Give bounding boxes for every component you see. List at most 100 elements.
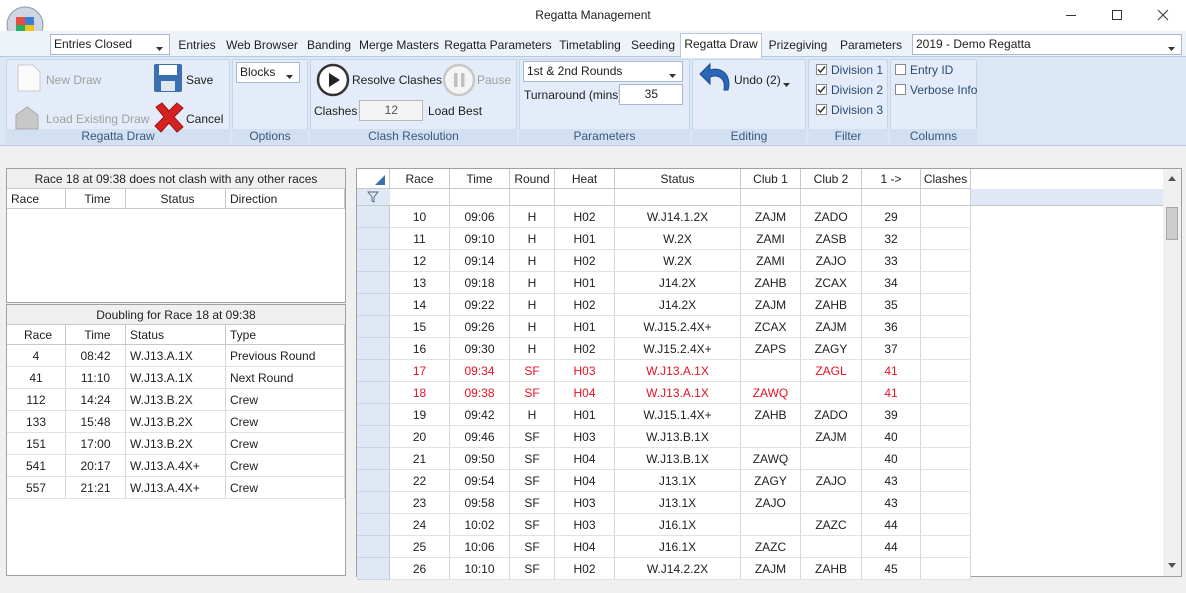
column-header[interactable]: Time xyxy=(66,189,126,209)
table-cell: ZAGL xyxy=(801,360,862,382)
checkbox-label[interactable]: Division 2 xyxy=(831,83,884,97)
table-cell: H xyxy=(510,206,555,228)
table-cell: H02 xyxy=(555,206,615,228)
row-header[interactable] xyxy=(357,228,390,250)
checkbox-label[interactable]: Verbose Info xyxy=(910,83,978,97)
button-disabled[interactable]: New Draw xyxy=(46,73,102,87)
table-cell xyxy=(921,404,971,426)
filter-cell[interactable] xyxy=(801,189,862,206)
button-disabled[interactable]: Load Existing Draw xyxy=(46,112,150,126)
table-cell xyxy=(801,492,862,514)
row-header[interactable] xyxy=(357,250,390,272)
tab[interactable]: Regatta Parameters xyxy=(444,38,552,52)
filter-cell[interactable] xyxy=(555,189,615,206)
button[interactable]: Undo (2) xyxy=(734,73,781,87)
table-cell: 21 xyxy=(390,448,450,470)
filter-cell[interactable] xyxy=(862,189,921,206)
row-header[interactable] xyxy=(357,448,390,470)
tab[interactable]: Entries xyxy=(178,38,216,52)
column-header[interactable]: Status xyxy=(615,169,741,189)
table-cell xyxy=(921,228,971,250)
table-cell: H04 xyxy=(555,382,615,404)
regatta-combo[interactable]: 2019 - Demo Regatta xyxy=(912,34,1182,55)
table-cell: 10:06 xyxy=(450,536,510,558)
filter-cell[interactable] xyxy=(921,189,971,206)
table-cell xyxy=(921,426,971,448)
tab[interactable]: Banding xyxy=(306,38,352,52)
checkbox-label[interactable]: Division 1 xyxy=(831,63,884,77)
label: Clashes xyxy=(314,104,358,118)
window-controls[interactable] xyxy=(1040,0,1186,31)
column-header[interactable]: Race xyxy=(7,325,66,345)
checkbox-label[interactable]: Division 3 xyxy=(831,103,884,117)
column-header[interactable]: 1 -> xyxy=(862,169,921,189)
mode-combo[interactable]: Blocks xyxy=(236,62,300,83)
column-header[interactable]: Type xyxy=(226,325,345,345)
row-header[interactable] xyxy=(357,338,390,360)
tab[interactable]: Prizegiving xyxy=(768,38,828,52)
table-cell: ZAJM xyxy=(741,206,801,228)
column-header[interactable]: Time xyxy=(450,169,510,189)
table-cell: 33 xyxy=(862,250,921,272)
button[interactable]: Cancel xyxy=(186,112,224,126)
row-header[interactable] xyxy=(357,404,390,426)
tab[interactable]: Timetabling xyxy=(559,38,621,52)
row-header[interactable] xyxy=(357,536,390,558)
scrollbar[interactable] xyxy=(1163,169,1181,576)
row-header[interactable] xyxy=(357,558,390,580)
tab[interactable]: Merge Masters xyxy=(358,38,440,52)
column-header[interactable]: Race xyxy=(7,189,66,209)
status-combo[interactable]: Entries Closed xyxy=(50,34,170,55)
table-cell: J16.1X xyxy=(615,536,741,558)
filter-cell[interactable] xyxy=(510,189,555,206)
number-box[interactable]: 35 xyxy=(619,84,683,105)
table-cell: SF xyxy=(510,492,555,514)
table-cell: H04 xyxy=(555,448,615,470)
pause-icon xyxy=(442,63,476,97)
row-header[interactable] xyxy=(357,426,390,448)
table-cell: W.J13.B.2X xyxy=(126,389,226,411)
column-header[interactable]: Heat xyxy=(555,169,615,189)
row-header[interactable] xyxy=(357,360,390,382)
table-cell xyxy=(921,272,971,294)
button[interactable]: Resolve Clashes xyxy=(352,73,443,87)
column-header[interactable]: Status xyxy=(126,189,226,209)
table-cell: Crew xyxy=(226,477,345,499)
rounds-combo[interactable]: 1st & 2nd Rounds xyxy=(523,61,683,82)
tab[interactable]: Web Browser xyxy=(226,38,298,52)
row-header[interactable] xyxy=(357,206,390,228)
filter-cell[interactable] xyxy=(615,189,741,206)
tab[interactable]: Parameters xyxy=(839,38,903,52)
column-header[interactable]: Time xyxy=(66,325,126,345)
row-header[interactable] xyxy=(357,470,390,492)
column-header[interactable]: Status xyxy=(126,325,226,345)
row-header[interactable] xyxy=(357,492,390,514)
table-cell: 26 xyxy=(390,558,450,580)
checkbox-label[interactable]: Entry ID xyxy=(910,63,954,77)
filter-cell[interactable] xyxy=(741,189,801,206)
column-header[interactable]: Round xyxy=(510,169,555,189)
button[interactable]: Load Best xyxy=(428,104,483,118)
tab-active[interactable]: Regatta Draw xyxy=(680,33,762,58)
column-header[interactable]: Clashes xyxy=(921,169,971,189)
column-header[interactable]: Club 2 xyxy=(801,169,862,189)
table-cell xyxy=(921,338,971,360)
row-header[interactable] xyxy=(357,514,390,536)
button[interactable]: Save xyxy=(186,73,214,87)
row-header[interactable] xyxy=(357,382,390,404)
table-cell: ZAJM xyxy=(741,294,801,316)
row-header[interactable] xyxy=(357,294,390,316)
column-header[interactable]: Club 1 xyxy=(741,169,801,189)
column-header[interactable]: Race xyxy=(390,169,450,189)
filter-cell[interactable] xyxy=(450,189,510,206)
tab[interactable]: Seeding xyxy=(630,38,676,52)
table-cell: J13.1X xyxy=(615,492,741,514)
button-disabled[interactable]: Pause xyxy=(477,73,512,87)
new-draw-icon xyxy=(16,64,42,92)
dropdown-arrow xyxy=(1168,41,1176,51)
column-header[interactable]: Direction xyxy=(226,189,345,209)
row-header[interactable] xyxy=(357,316,390,338)
row-header[interactable] xyxy=(357,272,390,294)
table-cell: 43 xyxy=(862,492,921,514)
filter-cell[interactable] xyxy=(390,189,450,206)
